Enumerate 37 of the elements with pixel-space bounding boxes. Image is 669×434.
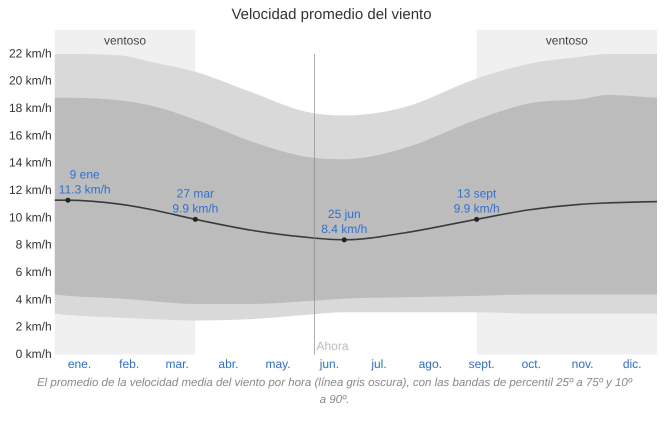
- annotation: 25 jun 8.4 km/h: [321, 207, 368, 236]
- x-tick-label: jul.: [370, 357, 387, 372]
- point: [192, 216, 198, 222]
- chart-title: Velocidad promedio del viento: [231, 6, 432, 24]
- text: El promedio de la velocidad media del viento por hora (línea gris oscura), con las bandas de percentil 25º a 75º y 10º a 90º.: [36, 376, 634, 408]
- y-tick-label: 10 km/h: [9, 210, 52, 224]
- x-tick-label: nov.: [572, 357, 594, 372]
- x-tick-label: may.: [266, 357, 291, 372]
- annotation: 9 ene 11.3 km/h: [58, 168, 111, 197]
- y-tick-label: 0 km/h: [16, 346, 52, 361]
- band-label: ventoso: [546, 33, 588, 48]
- x-tick-label: abr.: [218, 357, 238, 372]
- x-tick-label: sept.: [468, 357, 495, 372]
- annotation: 27 mar 9.9 km/h: [172, 186, 218, 216]
- y-tick-label: 2 km/h: [16, 320, 52, 334]
- y-tick-label: 12 km/h: [9, 182, 52, 197]
- band-label: ventoso: [104, 33, 146, 48]
- y-tick-label: 6 km/h: [16, 264, 52, 279]
- point: [342, 237, 347, 242]
- x-tick-label: jun.: [318, 357, 340, 372]
- y-tick-label: 8 km/h: [16, 238, 52, 252]
- x-tick-label: dic.: [622, 357, 642, 372]
- y-tick-label: 4 km/h: [16, 292, 52, 306]
- y-tick-label: 14 km/h: [9, 156, 52, 170]
- y-tick-label: 16 km/h: [9, 128, 52, 142]
- x-tick-label: feb.: [119, 357, 140, 372]
- ref-line-label: Ahora: [316, 338, 349, 353]
- point: [65, 198, 70, 203]
- y-tick-label: 20 km/h: [9, 74, 52, 88]
- point: [474, 216, 480, 222]
- y-tick-label: 22 km/h: [9, 46, 52, 60]
- x-tick-label: ago.: [418, 357, 442, 372]
- y-tick-label: 18 km/h: [9, 100, 52, 115]
- annotation: 13 sept 9.9 km/h: [454, 186, 500, 216]
- x-tick-label: oct.: [522, 357, 541, 372]
- x-tick-label: mar.: [165, 357, 189, 372]
- x-tick-label: ene.: [68, 357, 92, 372]
